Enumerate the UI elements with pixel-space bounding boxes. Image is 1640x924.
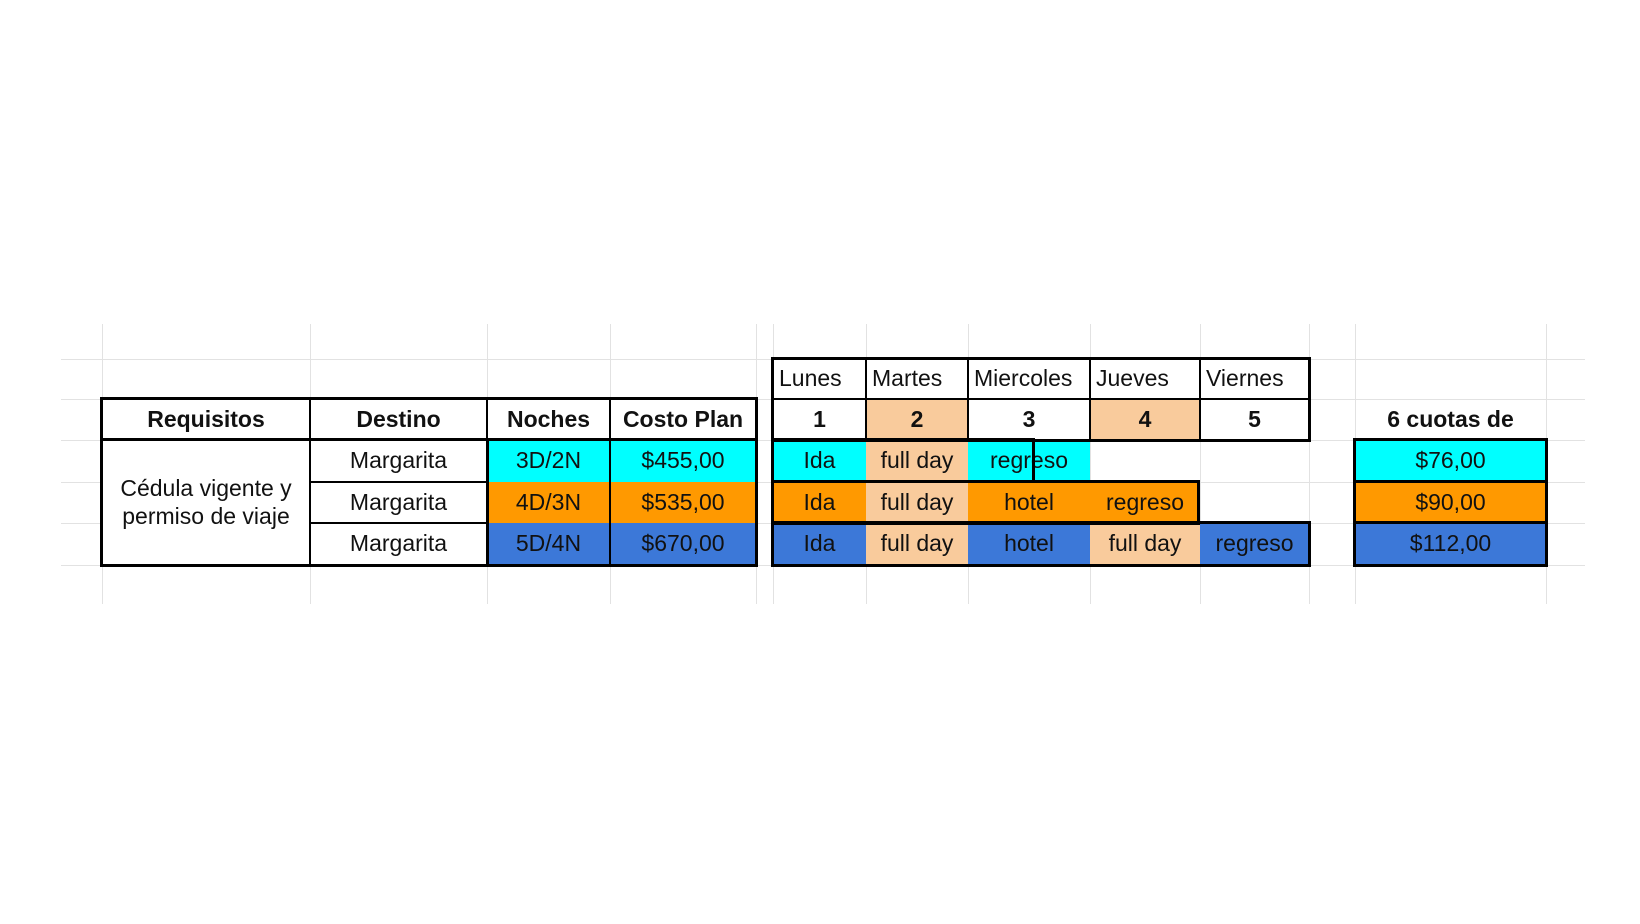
noches-cell[interactable]: 5D/4N	[487, 523, 610, 565]
day-number[interactable]: 5	[1200, 399, 1309, 440]
day-header[interactable]: Jueves	[1090, 359, 1200, 399]
itinerary-cell[interactable]: full day	[1090, 523, 1200, 565]
plan-border	[486, 440, 489, 565]
itinerary-cell[interactable]: hotel	[968, 482, 1090, 523]
noches-cell[interactable]: 4D/3N	[487, 482, 610, 523]
gridline-vertical	[756, 324, 757, 604]
day-number[interactable]: 3	[968, 399, 1090, 440]
day-header[interactable]: Miercoles	[968, 359, 1090, 399]
itinerary-cell[interactable]: hotel	[968, 523, 1090, 565]
gridline-vertical	[1546, 324, 1547, 604]
row-border	[310, 522, 487, 524]
itinerary-cell[interactable]: full day	[866, 523, 968, 565]
costo-cell[interactable]: $535,00	[610, 482, 756, 523]
gridline-vertical	[1309, 324, 1310, 604]
column-border	[609, 399, 611, 565]
column-header[interactable]: Requisitos	[102, 399, 310, 440]
noches-cell[interactable]: 3D/2N	[487, 440, 610, 482]
day-number[interactable]: 1	[773, 399, 866, 440]
calendar-column-border	[967, 359, 969, 440]
itinerary-cell[interactable]: Ida	[773, 523, 866, 565]
column-header[interactable]: Costo Plan	[610, 399, 756, 440]
cuotas-header: 6 cuotas de	[1387, 405, 1514, 432]
day-header[interactable]: Martes	[866, 359, 968, 399]
column-header[interactable]: Destino	[310, 399, 487, 440]
itinerary-cell[interactable]: regreso	[1090, 482, 1200, 523]
calendar-row-border	[771, 398, 1311, 400]
costo-cell[interactable]: $670,00	[610, 523, 756, 565]
itinerary-cell[interactable]: Ida	[773, 440, 866, 482]
costo-cell[interactable]: $455,00	[610, 440, 756, 482]
gridline-horizontal	[61, 565, 1585, 566]
requisitos-cell[interactable]: Cédula vigente y permiso de viaje	[102, 440, 310, 565]
itinerary-cell[interactable]: regreso	[968, 440, 1090, 482]
day-header[interactable]: Viernes	[1200, 359, 1309, 399]
day-number[interactable]: 4	[1090, 399, 1200, 440]
itinerary-cell[interactable]: full day	[866, 482, 968, 523]
header-border	[100, 438, 758, 441]
gridline-vertical	[1090, 324, 1091, 604]
calendar-column-border	[1089, 359, 1091, 440]
day-number[interactable]: 2	[866, 399, 968, 440]
destino-cell[interactable]: Margarita	[310, 482, 487, 523]
day-header[interactable]: Lunes	[773, 359, 866, 399]
gridline-vertical	[1200, 324, 1201, 604]
calendar-column-border	[865, 359, 867, 440]
cuota-cell[interactable]: $76,00	[1355, 440, 1546, 482]
itinerary-cell[interactable]: regreso	[1200, 523, 1309, 565]
itinerary-cell[interactable]: full day	[866, 440, 968, 482]
calendar-column-border	[1199, 359, 1201, 440]
itinerary-cell[interactable]: Ida	[773, 482, 866, 523]
column-header[interactable]: Noches	[487, 399, 610, 440]
cuota-cell[interactable]: $112,00	[1355, 523, 1546, 565]
destino-cell[interactable]: Margarita	[310, 523, 487, 565]
cuota-cell[interactable]: $90,00	[1355, 482, 1546, 523]
row-border	[310, 481, 487, 483]
destino-cell[interactable]: Margarita	[310, 440, 487, 482]
